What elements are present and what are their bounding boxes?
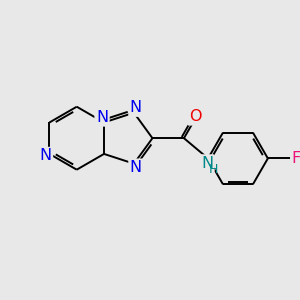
Text: N: N xyxy=(201,156,213,171)
Text: N: N xyxy=(40,148,52,164)
Text: H: H xyxy=(208,163,218,176)
Text: N: N xyxy=(130,100,142,115)
Text: F: F xyxy=(292,151,300,166)
Text: N: N xyxy=(96,110,108,125)
Text: N: N xyxy=(130,160,142,175)
Text: O: O xyxy=(189,109,201,124)
